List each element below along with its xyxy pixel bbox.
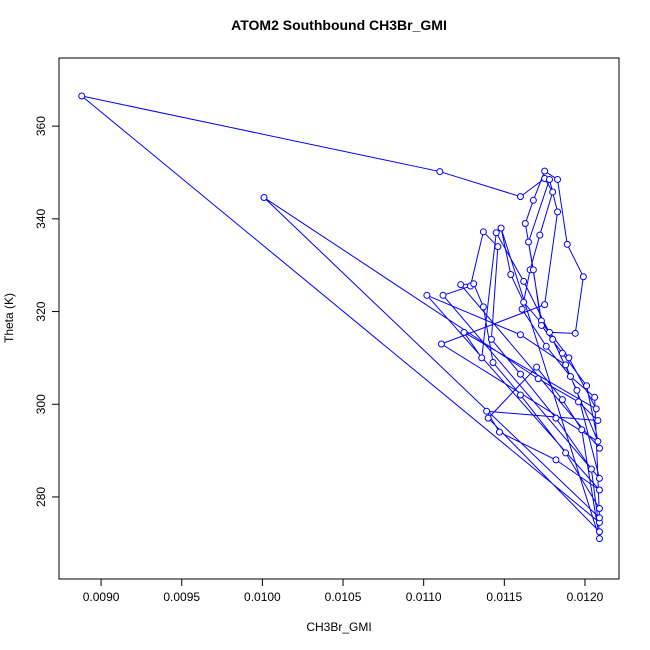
point: [437, 340, 445, 348]
x-tick-label: 0.0105: [325, 590, 362, 604]
point: [529, 196, 537, 204]
point: [595, 535, 603, 543]
point: [552, 414, 560, 422]
point: [439, 291, 447, 299]
point: [520, 277, 528, 285]
point: [554, 208, 562, 216]
point: [470, 280, 478, 288]
y-tick-label: 280: [34, 487, 48, 507]
point: [595, 505, 603, 513]
point: [516, 193, 524, 201]
point: [545, 328, 553, 336]
point: [571, 329, 579, 337]
x-tick-label: 0.0100: [244, 590, 281, 604]
point: [457, 281, 465, 289]
point: [595, 474, 603, 482]
point: [594, 437, 602, 445]
point: [497, 224, 505, 232]
point: [518, 305, 526, 313]
x-tick-label: 0.0115: [486, 590, 522, 604]
point: [573, 386, 581, 394]
x-tick-label: 0.0110: [406, 590, 442, 604]
point: [520, 298, 528, 306]
y-tick-label: 360: [34, 116, 48, 136]
point: [460, 328, 468, 336]
y-tick-label: 340: [34, 209, 48, 229]
point: [529, 266, 537, 274]
point: [533, 363, 541, 371]
point: [592, 405, 600, 413]
series-line: [81, 95, 601, 539]
y-tick-label: 300: [34, 394, 48, 414]
point: [423, 291, 431, 299]
point: [541, 167, 549, 175]
point: [541, 301, 549, 309]
point: [494, 243, 502, 251]
point: [552, 456, 560, 464]
point: [489, 359, 497, 367]
y-axis-label: Theta (K): [2, 293, 16, 343]
point: [492, 229, 500, 237]
x-axis-label: CH3Br_GMI: [306, 620, 371, 634]
point: [516, 391, 524, 399]
point: [521, 219, 529, 227]
point: [549, 188, 557, 196]
point: [549, 335, 557, 343]
point: [563, 240, 571, 248]
point: [507, 270, 515, 278]
point: [534, 375, 542, 383]
x-tick-label: 0.0095: [163, 590, 200, 604]
point: [587, 465, 595, 473]
point: [478, 354, 486, 362]
point: [260, 194, 268, 202]
point: [575, 398, 583, 406]
point: [516, 331, 524, 339]
point: [516, 370, 524, 378]
point: [487, 335, 495, 343]
x-tick-label: 0.0120: [567, 590, 604, 604]
point: [583, 382, 591, 390]
x-tick-label: 0.0090: [83, 590, 120, 604]
point: [537, 321, 545, 329]
chart-title: ATOM2 Southbound CH3Br_GMI: [231, 17, 447, 33]
point: [484, 414, 492, 422]
point: [536, 231, 544, 239]
point: [495, 428, 503, 436]
point: [479, 228, 487, 236]
plot-frame: [58, 57, 620, 580]
point: [554, 175, 562, 183]
point: [562, 449, 570, 457]
point: [542, 342, 550, 350]
point: [595, 444, 603, 452]
point: [578, 426, 586, 434]
point: [595, 486, 603, 494]
point: [595, 528, 603, 536]
y-tick-label: 320: [34, 301, 48, 321]
point: [78, 92, 86, 100]
point: [558, 349, 566, 357]
point: [436, 168, 444, 176]
point: [562, 361, 570, 369]
point: [545, 175, 553, 183]
point: [579, 273, 587, 281]
point: [525, 238, 533, 246]
point: [594, 416, 602, 424]
point: [591, 393, 599, 401]
point: [479, 303, 487, 311]
point: [566, 372, 574, 380]
point: [565, 354, 573, 362]
point: [483, 407, 491, 415]
point: [595, 514, 603, 522]
point: [558, 396, 566, 404]
